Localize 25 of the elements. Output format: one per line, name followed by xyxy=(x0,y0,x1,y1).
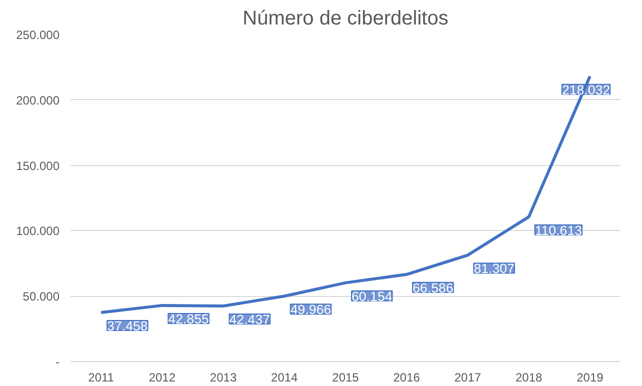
y-tick-label: 150.000 xyxy=(16,158,60,173)
data-label: 42.437 xyxy=(229,312,270,327)
data-label: 110.613 xyxy=(534,222,582,238)
data-label: 49.966 xyxy=(290,302,332,318)
x-tick-label: 2017 xyxy=(454,370,482,384)
x-tick-label: 2011 xyxy=(88,370,114,384)
x-tick-label: 2018 xyxy=(515,370,543,384)
x-tick-label: 2012 xyxy=(148,370,176,384)
data-label: 42.855 xyxy=(168,311,209,326)
data-label: 60.154 xyxy=(352,288,393,304)
chart-title: Número de ciberdelitos xyxy=(242,8,448,30)
data-label: 218.032 xyxy=(562,82,610,98)
data-label: 66.586 xyxy=(412,280,454,296)
y-tick-label: - xyxy=(56,355,60,369)
y-tick-label: 50.000 xyxy=(22,290,60,304)
y-tick-label: 200.000 xyxy=(16,93,60,108)
x-tick-label: 2013 xyxy=(210,370,237,384)
x-tick-label: 2016 xyxy=(393,370,420,384)
y-tick-label: 100.000 xyxy=(16,224,60,238)
x-tick-label: 2019 xyxy=(576,370,604,384)
x-tick-label: 2015 xyxy=(332,370,360,384)
x-tick-label: 2014 xyxy=(271,370,298,384)
y-tick-label: 250.000 xyxy=(16,28,60,42)
data-label: 37.458 xyxy=(107,318,148,334)
data-label: 81.307 xyxy=(474,261,514,276)
